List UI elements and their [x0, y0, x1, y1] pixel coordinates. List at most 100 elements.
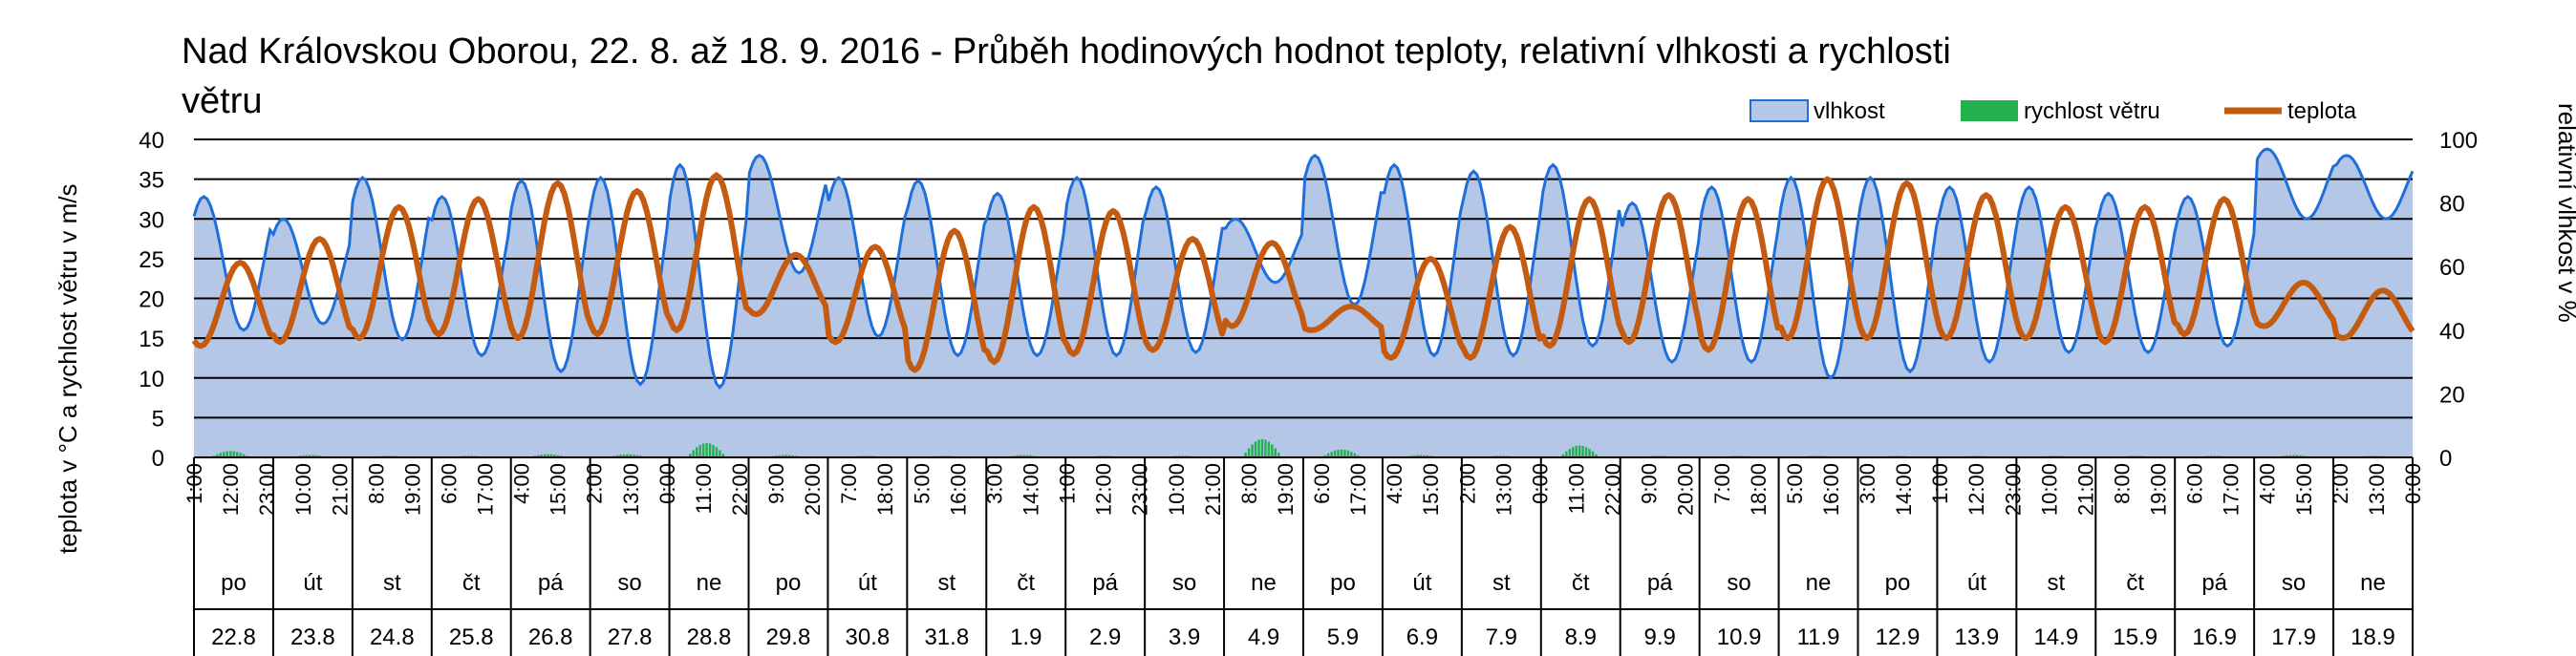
- wind-bar: [225, 451, 229, 457]
- hour-tick-label: 6:00: [2183, 463, 2207, 504]
- wind-bar: [2288, 455, 2292, 457]
- date-label: 7.9: [1486, 624, 1517, 650]
- wind-bar: [1578, 445, 1581, 457]
- wind-bar: [556, 455, 560, 457]
- weekday-label: st: [1492, 570, 1511, 596]
- wind-bar: [242, 454, 246, 457]
- wind-bar: [1561, 454, 1565, 457]
- hour-tick-label: 16:00: [946, 463, 970, 516]
- wind-bar: [635, 455, 639, 457]
- series-vlhkost-line: [192, 147, 2415, 390]
- hour-tick-label: 21:00: [328, 463, 352, 516]
- hour-tick-label: 12:00: [219, 463, 243, 516]
- wind-bar: [1426, 455, 1429, 457]
- wind-bar: [229, 451, 232, 457]
- wind-bar: [1340, 449, 1343, 457]
- y-tick-left: 25: [139, 247, 164, 273]
- date-label: 28.8: [687, 624, 732, 650]
- wind-bar: [721, 454, 725, 457]
- wind-bar: [1022, 455, 1025, 457]
- date-label: 25.8: [449, 624, 494, 650]
- wind-bar: [1565, 451, 1568, 457]
- date-label: 13.9: [1955, 624, 2000, 650]
- y-tick-right: 20: [2439, 382, 2465, 408]
- hour-tick-label: 21:00: [1201, 463, 1225, 516]
- hour-tick-label: 17:00: [474, 463, 498, 516]
- wind-bar: [305, 455, 309, 457]
- wind-bar: [547, 454, 549, 457]
- wind-bar: [715, 447, 719, 457]
- weekday-label: ne: [2360, 570, 2386, 596]
- date-label: 5.9: [1327, 624, 1359, 650]
- hour-tick-label: 19:00: [1274, 463, 1298, 516]
- date-label: 16.9: [2192, 624, 2237, 650]
- wind-bar: [2295, 455, 2299, 457]
- hour-tick-label: 22:00: [1601, 463, 1625, 516]
- hour-tick-label: 11:00: [1565, 463, 1589, 514]
- wind-bar: [1595, 454, 1598, 457]
- hour-tick-label: 1:00: [1928, 463, 1952, 504]
- y-tick-right: 80: [2439, 192, 2465, 218]
- wind-bar: [2292, 455, 2295, 457]
- wind-bar: [619, 455, 622, 457]
- weekday-label: čt: [1572, 570, 1590, 596]
- weekday-label: út: [303, 570, 322, 596]
- hour-tick-label: 9:00: [764, 463, 788, 504]
- wind-bar: [232, 451, 235, 457]
- weekday-label: pá: [1647, 570, 1673, 596]
- legend-swatch-vitr: [1961, 100, 2018, 121]
- hour-tick-label: 4:00: [2256, 463, 2280, 504]
- hour-tick-label: 7:00: [1710, 463, 1734, 504]
- hour-tick-label: 3:00: [1856, 463, 1879, 504]
- weekday-label: út: [1967, 570, 1986, 596]
- wind-bar: [791, 455, 794, 457]
- date-label: 18.9: [2351, 624, 2395, 650]
- wind-bar: [1353, 453, 1357, 457]
- wind-bar: [1274, 448, 1277, 457]
- date-label: 30.8: [846, 624, 891, 650]
- hour-tick-label: 23:00: [1128, 463, 1152, 516]
- weekday-label: po: [1885, 570, 1911, 596]
- hour-tick-label: 2:00: [583, 463, 607, 504]
- hour-tick-label: 11:00: [692, 463, 716, 514]
- wind-bar: [705, 443, 708, 457]
- wind-bar: [701, 443, 705, 457]
- wind-bar: [1357, 455, 1360, 457]
- wind-bar: [615, 455, 619, 457]
- date-label: 24.8: [370, 624, 415, 650]
- wind-bar: [1572, 447, 1575, 457]
- chart-title-line1: Nad Královskou Oborou, 22. 8. až 18. 9. …: [182, 32, 1951, 72]
- wind-bar: [689, 454, 692, 457]
- wind-bar: [1016, 455, 1020, 457]
- hour-tick-label: 6:00: [438, 463, 462, 504]
- weekday-label: čt: [462, 570, 481, 596]
- wind-bar: [543, 454, 547, 457]
- wind-bar: [1350, 452, 1353, 457]
- hour-tick-label: 16:00: [1819, 463, 1843, 516]
- wind-bar: [239, 453, 242, 457]
- wind-bar: [311, 455, 314, 457]
- wind-bar: [698, 445, 701, 457]
- weekday-label: st: [937, 570, 955, 596]
- wind-bar: [1416, 455, 1419, 457]
- wind-bar: [1346, 450, 1350, 457]
- wind-bar: [553, 455, 556, 457]
- wind-bar: [549, 454, 553, 457]
- wind-bar: [1591, 451, 1595, 457]
- wind-bar: [1330, 452, 1333, 457]
- hour-tick-label: 5:00: [1783, 463, 1807, 504]
- wind-bar: [1326, 453, 1330, 457]
- date-label: 2.9: [1089, 624, 1121, 650]
- date-label: 26.8: [528, 624, 573, 650]
- hour-tick-label: 20:00: [1674, 463, 1698, 516]
- y-tick-left: 20: [139, 287, 164, 313]
- date-label: 14.9: [2033, 624, 2078, 650]
- legend-label-vlhkost: vlhkost: [1814, 98, 1885, 124]
- y-tick-left: 10: [139, 367, 164, 392]
- weekday-label: ne: [697, 570, 722, 596]
- y-tick-left: 0: [152, 446, 164, 472]
- wind-bar: [708, 443, 712, 457]
- hour-tick-label: 17:00: [1346, 463, 1370, 516]
- date-label: 12.9: [1876, 624, 1921, 650]
- y-tick-right: 100: [2439, 128, 2478, 154]
